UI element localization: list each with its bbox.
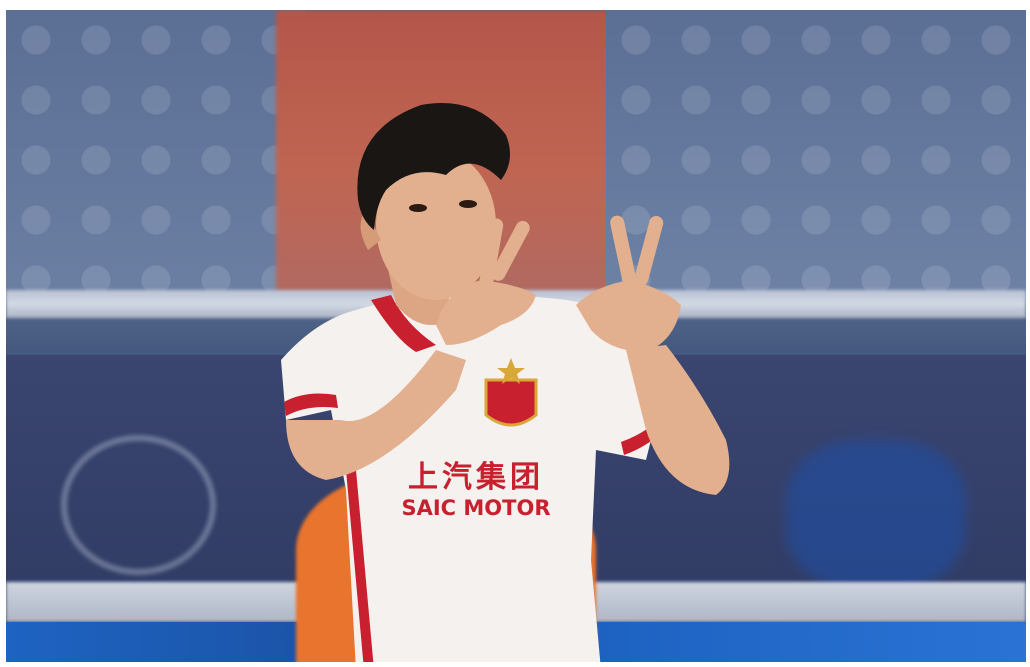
- jersey-sponsor: 上汽集团 SAIC MOTOR: [381, 460, 571, 520]
- footballer: [281, 103, 730, 662]
- jersey-side-stripe: [346, 470, 374, 662]
- stadium-emblem-icon: [61, 435, 216, 575]
- sleeve-trim-left: [284, 393, 338, 416]
- hair: [357, 103, 510, 230]
- hand-right: [576, 215, 681, 352]
- club-crest-icon: [484, 358, 538, 427]
- jersey: [281, 290, 656, 662]
- photo: 上汽集团 SAIC MOTOR: [6, 10, 1026, 662]
- stadium-seats-right: [606, 10, 1026, 300]
- sponsor-chinese: 上汽集团: [408, 460, 544, 495]
- face: [376, 150, 496, 300]
- arm-right: [626, 345, 730, 495]
- eye-left: [409, 204, 427, 212]
- sponsor-english: SAIC MOTOR: [401, 496, 551, 520]
- arm-left: [286, 350, 466, 480]
- stadium-seats-left: [6, 10, 306, 300]
- hand-left: [436, 218, 536, 345]
- sponsor-logo-blur: [786, 440, 966, 590]
- eye-right: [459, 200, 477, 208]
- jersey-collar: [371, 295, 436, 352]
